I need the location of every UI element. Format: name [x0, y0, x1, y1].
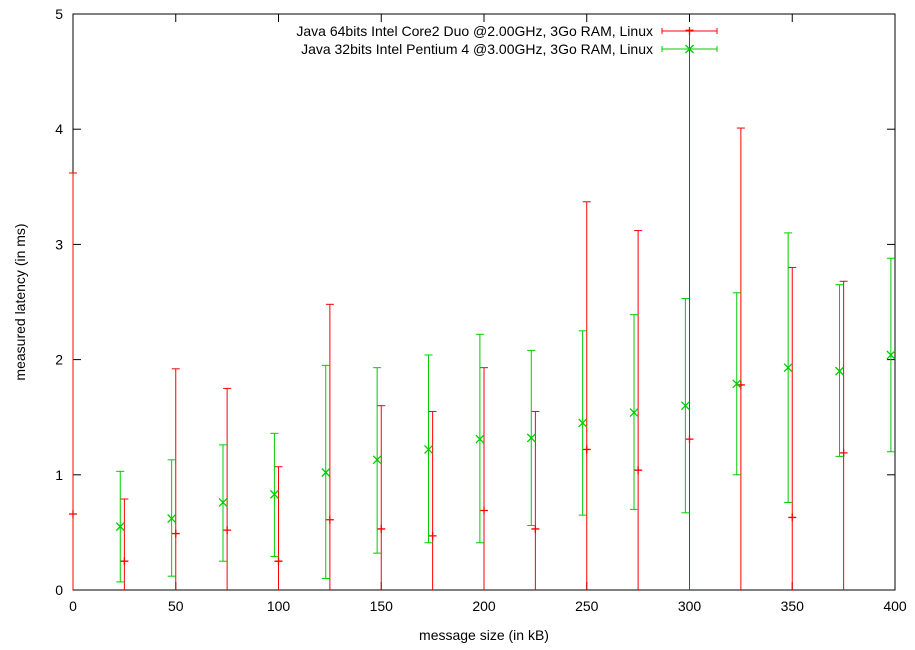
data-point	[167, 459, 177, 577]
data-point	[526, 349, 536, 526]
data-point	[788, 266, 797, 590]
data-point-marker	[428, 531, 437, 540]
data-point	[69, 172, 77, 590]
data-point-marker	[886, 350, 896, 360]
data-point-marker	[526, 433, 536, 443]
data-point-marker	[835, 366, 844, 376]
data-point	[475, 333, 485, 544]
y-tick-label: 2	[55, 352, 63, 368]
series-layer	[69, 29, 896, 590]
data-point	[480, 367, 488, 590]
data-point	[269, 432, 279, 558]
data-point-marker	[171, 529, 180, 538]
legend: Java 64bits Intel Core2 Duo @2.00GHz, 3G…	[296, 23, 718, 57]
data-point-marker	[783, 363, 793, 373]
data-point	[634, 230, 643, 590]
data-point	[685, 29, 694, 590]
legend-label: Java 32bits Intel Pentium 4 @3.00GHz, 3G…	[301, 41, 653, 57]
y-axis-label: measured latency (in ms)	[12, 223, 28, 380]
x-tick-label: 0	[69, 598, 77, 614]
data-point	[325, 303, 334, 590]
data-point-marker	[167, 514, 177, 524]
data-point	[736, 127, 745, 590]
data-point	[886, 257, 896, 453]
data-point	[629, 314, 639, 510]
data-point-marker	[325, 515, 334, 524]
x-tick-label: 300	[678, 598, 702, 614]
data-point	[839, 280, 848, 590]
data-point	[377, 405, 386, 590]
data-point-marker	[685, 435, 694, 444]
data-point-marker	[680, 401, 690, 411]
data-point-marker	[321, 468, 331, 477]
data-point-marker	[629, 408, 639, 418]
legend-label: Java 64bits Intel Core2 Duo @2.00GHz, 3G…	[296, 23, 653, 39]
data-point	[783, 232, 793, 503]
data-point-marker	[120, 557, 129, 566]
data-point-marker	[685, 44, 694, 54]
data-point-marker	[685, 27, 694, 35]
data-point-marker	[732, 379, 742, 389]
data-point-marker	[372, 455, 382, 465]
data-point	[578, 330, 588, 516]
data-point	[274, 466, 283, 590]
data-point	[732, 292, 742, 476]
data-point	[171, 368, 180, 590]
data-point	[680, 298, 690, 514]
data-point	[428, 410, 437, 590]
data-point	[531, 410, 540, 590]
data-point-marker	[839, 448, 848, 457]
x-tick-label: 50	[168, 598, 184, 614]
data-point-marker	[269, 489, 279, 499]
x-tick-label: 350	[781, 598, 805, 614]
data-point	[115, 470, 125, 583]
x-tick-label: 250	[575, 598, 599, 614]
y-tick-label: 3	[55, 236, 63, 252]
data-point	[582, 201, 591, 590]
data-point	[424, 354, 433, 544]
data-point-marker	[424, 444, 433, 454]
series-1	[69, 29, 848, 590]
x-tick-label: 400	[883, 598, 907, 614]
legend-item-1: Java 64bits Intel Core2 Duo @2.00GHz, 3G…	[296, 23, 718, 39]
data-point-marker	[582, 445, 591, 454]
data-point	[223, 387, 232, 590]
data-point-marker	[274, 557, 283, 566]
data-point-marker	[475, 434, 485, 444]
legend-item-2: Java 32bits Intel Pentium 4 @3.00GHz, 3G…	[301, 41, 718, 57]
y-tick-label: 1	[55, 467, 63, 483]
series-2	[115, 232, 896, 583]
axis-tick-labels: 0 50 100 150 200 250 300 350 400 0 1 2 3 4 5	[55, 6, 907, 614]
y-tick-label: 5	[55, 6, 63, 22]
x-axis-label: message size (in kB)	[419, 627, 549, 643]
data-point-marker	[634, 466, 643, 475]
data-point	[372, 367, 382, 554]
data-point	[321, 364, 331, 579]
x-tick-label: 200	[472, 598, 496, 614]
y-tick-label: 4	[55, 121, 63, 137]
data-point-marker	[69, 509, 77, 518]
data-point-marker	[480, 506, 488, 515]
data-point	[835, 284, 844, 457]
data-point	[120, 498, 129, 590]
data-point-marker	[377, 524, 386, 533]
data-point	[218, 444, 228, 562]
x-tick-label: 100	[267, 598, 291, 614]
data-point-marker	[531, 524, 540, 533]
data-point-marker	[115, 522, 125, 532]
data-point-marker	[578, 418, 588, 428]
data-point-marker	[788, 513, 797, 522]
data-point-marker	[218, 497, 228, 507]
y-tick-label: 0	[55, 582, 63, 598]
x-tick-label: 150	[370, 598, 394, 614]
data-point-marker	[223, 526, 232, 535]
